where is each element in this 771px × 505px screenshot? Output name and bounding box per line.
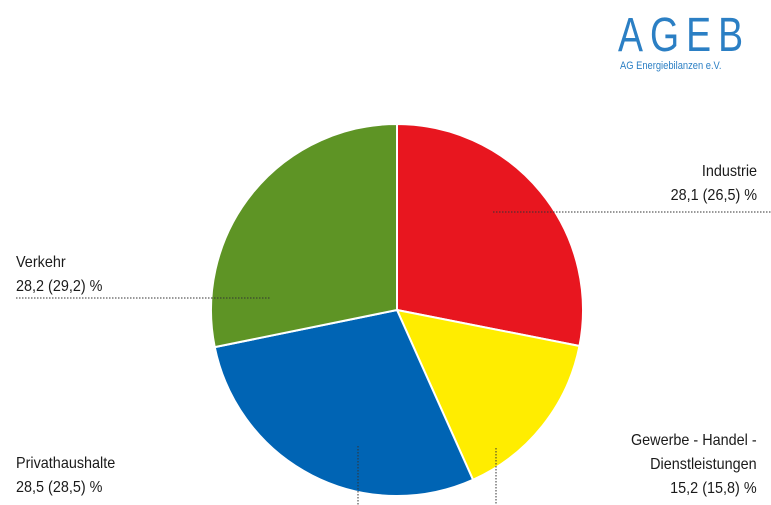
label-privathaushalte-name: Privathaushalte <box>16 455 116 472</box>
label-gewerbe-name-line1: Gewerbe - Handel - <box>631 432 757 449</box>
label-gewerbe-value: 15,2 (15,8) % <box>670 480 757 497</box>
ageb-logo: AGEB AG Energiebilanzen e.V. <box>618 9 768 73</box>
pie-slice-privathaushalte <box>213 309 475 497</box>
logo-wordmark: AGEB <box>618 9 751 62</box>
label-gewerbe: Gewerbe - Handel - Dienstleistungen 15,2… <box>631 429 757 501</box>
logo-subtitle: AG Energiebilanzen e.V. <box>620 60 722 72</box>
label-gewerbe-name-line2: Dienstleistungen <box>650 456 757 473</box>
label-verkehr: Verkehr 28,2 (29,2) % <box>16 251 102 299</box>
label-industrie-value: 28,1 (26,5) % <box>670 187 757 204</box>
pie-slice-gewerbe <box>396 309 581 481</box>
label-industrie-name: Industrie <box>701 163 757 180</box>
leader-lines <box>16 211 771 505</box>
label-verkehr-name: Verkehr <box>16 254 66 271</box>
label-industrie: Industrie 28,1 (26,5) % <box>671 160 757 208</box>
pie-slice-industrie <box>396 123 584 347</box>
pie-slices <box>210 123 584 497</box>
label-privathaushalte-value: 28,5 (28,5) % <box>16 479 103 496</box>
label-verkehr-value: 28,2 (29,2) % <box>16 278 103 295</box>
label-privathaushalte: Privathaushalte 28,5 (28,5) % <box>16 452 115 500</box>
pie-slice-verkehr <box>210 123 398 349</box>
